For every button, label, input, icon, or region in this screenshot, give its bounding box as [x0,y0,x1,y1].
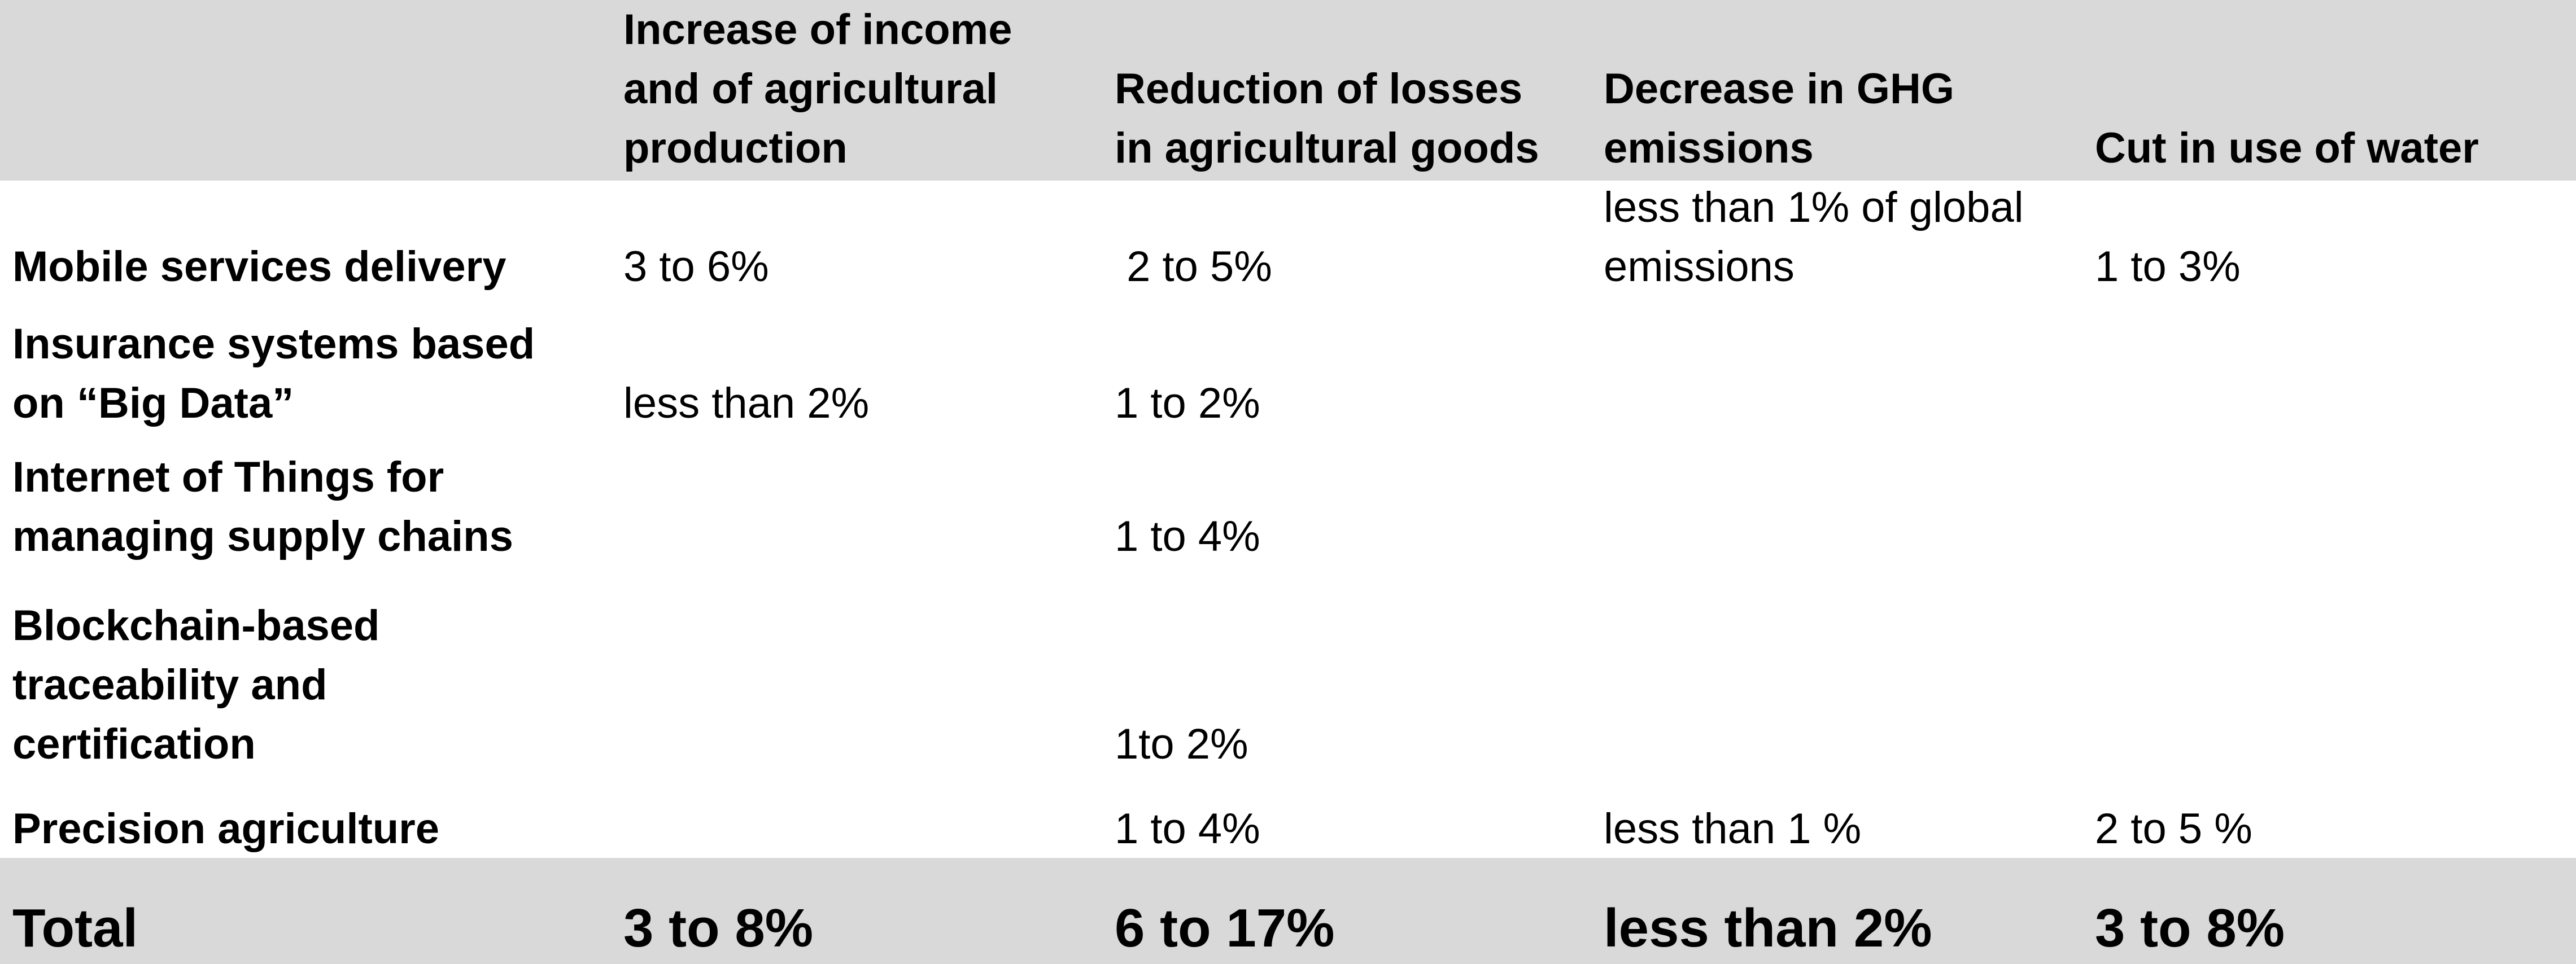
total-income: 3 to 8% [623,898,814,958]
cell-iot-losses: 1 to 4% [1115,512,1260,560]
row-label-blockchain: Blockchain-based traceability and certif… [12,602,380,768]
row-label-iot: Internet of Things for managing supply c… [12,453,513,560]
cell-precision-ghg: less than 1 % [1604,805,1862,853]
total-ghg: less than 2% [1604,898,1932,958]
cell-mobile-income: 3 to 6% [623,243,769,291]
total-label: Total [12,898,138,958]
header-band [0,0,2576,181]
total-band [0,858,2576,964]
total-water: 3 to 8% [2095,898,2285,958]
cell-blockchain-losses: 1to 2% [1115,720,1248,768]
row-label-mobile-services: Mobile services delivery [12,243,507,291]
cell-insurance-losses: 1 to 2% [1115,379,1260,427]
header-water-use: Cut in use of water [2095,124,2479,172]
header-reduction-losses: Reduction of losses in agricultural good… [1115,65,1539,172]
total-losses: 6 to 17% [1115,898,1335,958]
cell-mobile-water: 1 to 3% [2095,243,2241,291]
cell-precision-water: 2 to 5 % [2095,805,2252,853]
header-ghg-emissions: Decrease in GHG emissions [1604,65,1954,172]
cell-mobile-ghg: less than 1% of global emissions [1604,183,2024,291]
cell-precision-losses: 1 to 4% [1115,805,1260,853]
row-label-precision-agriculture: Precision agriculture [12,805,440,853]
row-label-insurance: Insurance systems based on “Big Data” [12,320,535,427]
cell-mobile-losses: 2 to 5% [1115,243,1272,291]
cell-insurance-income: less than 2% [623,379,870,427]
header-income-production: Increase of income and of agricultural p… [623,6,1012,172]
